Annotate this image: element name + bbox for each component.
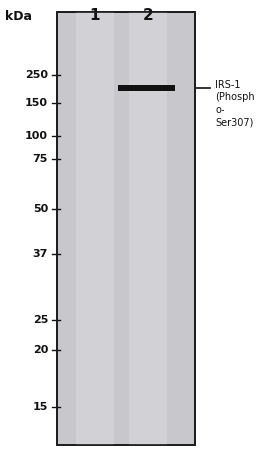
Bar bbox=[57, 12, 195, 445]
Text: 37: 37 bbox=[33, 249, 48, 259]
Text: 250: 250 bbox=[25, 70, 48, 80]
Text: 150: 150 bbox=[25, 98, 48, 108]
Text: 100: 100 bbox=[25, 131, 48, 141]
Text: 2: 2 bbox=[143, 8, 153, 23]
Text: kDa: kDa bbox=[5, 10, 32, 23]
Text: 75: 75 bbox=[33, 154, 48, 164]
Text: 20: 20 bbox=[33, 345, 48, 355]
Text: IRS-1
(Phosph
o-
Ser307): IRS-1 (Phosph o- Ser307) bbox=[215, 80, 255, 127]
Bar bbox=[118, 85, 175, 91]
Bar bbox=[129, 12, 167, 445]
Text: 15: 15 bbox=[33, 402, 48, 412]
Text: 50: 50 bbox=[33, 204, 48, 214]
Bar bbox=[76, 12, 114, 445]
Text: 1: 1 bbox=[90, 8, 100, 23]
Bar bbox=[57, 12, 195, 445]
Text: 25: 25 bbox=[33, 315, 48, 325]
